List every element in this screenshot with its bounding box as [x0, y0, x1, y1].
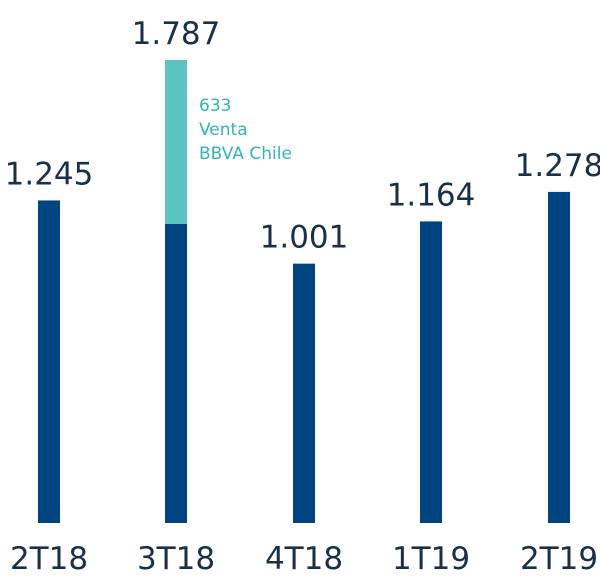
annotations-group: 633 Venta BBVA Chile [199, 96, 292, 164]
bar-2t19-segment-1 [548, 191, 570, 523]
value-label-4t18: 1.001 [260, 220, 349, 256]
category-label-1t19: 1T19 [392, 541, 470, 577]
annotation-line-3: BBVA Chile [199, 144, 292, 164]
bar-2t18-segment-1 [38, 200, 60, 523]
value-label-2t18: 1.245 [5, 156, 94, 192]
bar-4t18-segment-1 [293, 263, 315, 523]
category-labels-group: 2T18 3T18 4T18 1T19 2T19 [10, 541, 598, 577]
category-label-3t18: 3T18 [137, 541, 215, 577]
value-label-1t19: 1.164 [387, 177, 476, 213]
bar-3t18-segment-2 [165, 60, 187, 225]
value-labels-group: 1.245 1.787 1.001 1.164 1.278 [5, 16, 600, 256]
category-label-2t19: 2T19 [520, 541, 598, 577]
category-label-4t18: 4T18 [265, 541, 343, 577]
bars-group [38, 60, 570, 523]
value-label-3t18: 1.787 [132, 16, 221, 52]
value-label-2t19: 1.278 [515, 148, 600, 184]
annotation-line-2: Venta [199, 120, 248, 140]
category-label-2t18: 2T18 [10, 541, 88, 577]
bar-3t18-segment-1 [165, 224, 187, 523]
annotation-line-1: 633 [199, 96, 231, 116]
bar-1t19-segment-1 [420, 221, 442, 523]
